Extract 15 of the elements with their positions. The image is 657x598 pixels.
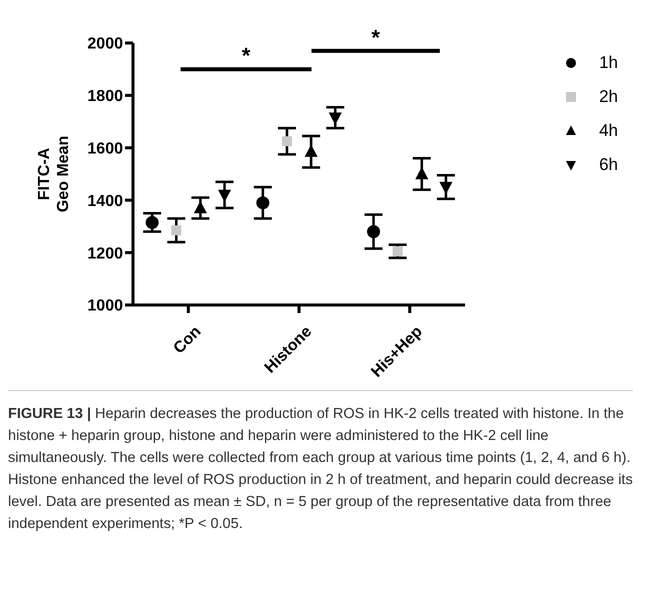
annotation: * [242,43,251,68]
caption: FIGURE 13 | Heparin decreases the production of ROS in HK-2 cells treated with histone. In the histone + heparin group, histone and heparin were administered to the HK-2 cell line simultaneously. The cells were collected from each group at various time points (1, 2, 4, and 6 h). Histone enhanced the level of ROS production in 2 h of treatment, and heparin could decrease its level. Data are presented as mean ± SD, n = 5 per group of the representative data from three independent experiments; *P < 0.05. [8,390,633,535]
legend-label: 1h [599,53,618,73]
legend-label: 4h [599,121,618,141]
y-tick-label: 1800 [87,88,124,106]
y-tick-label: 1600 [87,140,124,158]
y-tick-label: 2000 [87,36,124,53]
legend-label: 2h [599,87,618,107]
y-tick-label: 1400 [87,192,124,210]
y-tick-label: 1000 [87,298,124,315]
annotation: * [371,24,380,50]
x-tick-label: Con [170,323,205,358]
y-tick-label: 1200 [87,245,124,262]
legend-label: 6h [599,155,618,175]
y-axis-title: FITC-A Geo Mean [36,136,72,212]
